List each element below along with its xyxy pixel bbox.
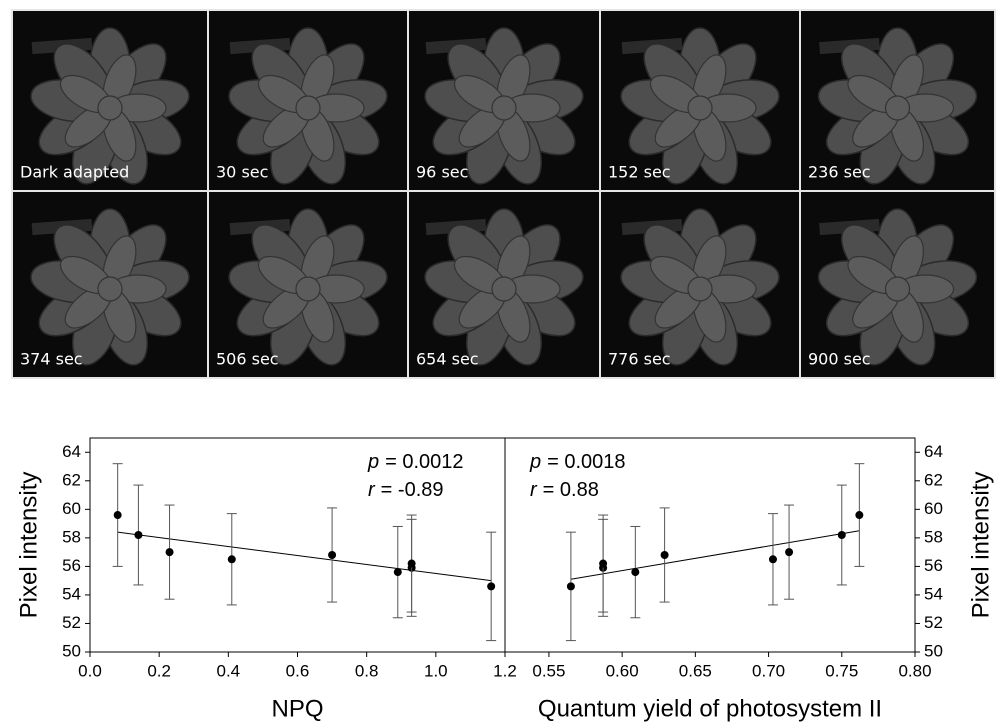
panel-label: 776 sec [608, 350, 671, 369]
panel-label: 374 sec [20, 350, 83, 369]
trend-line [117, 531, 492, 582]
x-axis-title: Quantum yield of photosystem II [538, 695, 882, 722]
annotation-text: = 0.0012 [385, 451, 463, 473]
trend-line [570, 530, 860, 580]
x-tick-label: 0.0 [78, 661, 102, 680]
y-tick-label: 50 [62, 641, 81, 660]
data-point [407, 559, 416, 568]
image-panel: Dark adapted [11, 9, 209, 192]
scatter-chart: 50 52 54 56 58 60 62 64 0.55 0.60 0.65 0.70 0.75 0.80… [504, 437, 994, 722]
data-point [165, 548, 174, 557]
annotation-symbol: r [368, 479, 376, 501]
panel-label: 654 sec [416, 350, 479, 369]
x-tick-label: 0.60 [606, 661, 639, 680]
x-tick-label: 0.2 [147, 661, 171, 680]
y-tick-label: 60 [62, 499, 81, 518]
y-tick-label: 50 [924, 641, 943, 660]
data-point [328, 550, 337, 559]
y-tick-label: 54 [924, 584, 943, 603]
y-tick-label: 62 [62, 470, 81, 489]
y-tick-label: 56 [924, 556, 943, 575]
image-panel: 654 sec [407, 190, 601, 379]
data-point [631, 568, 640, 577]
y-axis-title: Pixel intensity [967, 472, 994, 619]
image-panel: 506 sec [207, 190, 409, 379]
data-point [227, 555, 236, 564]
x-tick-label: 1.2 [493, 661, 517, 680]
image-grid: Dark adapted 30 sec 96 sec 152 sec 236 sec 37… [11, 9, 996, 379]
scatter-chart: 50 52 54 56 58 60 62 64 0.0 0.2 0.4 0.6 0.8 1.0 1.2 NPQ… [15, 437, 517, 722]
y-tick-label: 60 [924, 499, 943, 518]
y-tick-label: 56 [62, 556, 81, 575]
data-point [113, 511, 122, 520]
x-tick-label: 0.8 [355, 661, 379, 680]
panel-label: 506 sec [216, 350, 279, 369]
image-panel: 776 sec [599, 190, 801, 379]
x-tick-label: 0.4 [217, 661, 241, 680]
y-tick-label: 62 [924, 470, 943, 489]
y-tick-label: 54 [62, 584, 81, 603]
x-tick-label: 0.75 [825, 661, 858, 680]
plot-frame [504, 437, 916, 653]
charts: 50 52 54 56 58 60 62 64 0.0 0.2 0.4 0.6 0.8 1.0 1.2 NPQ… [15, 437, 994, 722]
panel-label: Dark adapted [20, 163, 129, 182]
panel-label: 152 sec [608, 163, 671, 182]
y-tick-label: 52 [62, 613, 81, 632]
annotation: p = 0.0012 [367, 451, 464, 473]
panel-label: 900 sec [808, 350, 871, 369]
image-panel: 374 sec [11, 190, 209, 379]
annotation: r = -0.89 [368, 479, 444, 501]
x-tick-label: 1.0 [424, 661, 448, 680]
y-axis-title: Pixel intensity [15, 472, 42, 619]
data-point [660, 550, 669, 559]
data-point [768, 555, 777, 564]
data-point [487, 582, 496, 591]
image-panel: 96 sec [407, 9, 601, 192]
x-tick-label: 0.55 [532, 661, 565, 680]
panel-label: 96 sec [416, 163, 468, 182]
y-tick-label: 58 [924, 527, 943, 546]
annotation-text: = -0.89 [381, 479, 444, 501]
annotation-symbol: p [529, 451, 541, 473]
image-panel: 236 sec [799, 9, 996, 192]
y-tick-label: 64 [924, 442, 943, 461]
x-axis-title: NPQ [271, 695, 323, 722]
image-panel: 30 sec [207, 9, 409, 192]
annotation-text: = 0.88 [543, 479, 599, 501]
x-tick-label: 0.6 [286, 661, 310, 680]
image-panel: 900 sec [799, 190, 996, 379]
image-panel: 152 sec [599, 9, 801, 192]
x-tick-label: 0.65 [679, 661, 712, 680]
annotation-text: = 0.0018 [547, 451, 625, 473]
annotation-symbol: p [367, 451, 379, 473]
data-point [566, 582, 575, 591]
y-tick-label: 52 [924, 613, 943, 632]
annotation: r = 0.88 [530, 479, 599, 501]
panel-label: 30 sec [216, 163, 268, 182]
annotation: p = 0.0018 [529, 451, 626, 473]
y-tick-label: 58 [62, 527, 81, 546]
data-point [855, 511, 864, 520]
x-tick-label: 0.70 [752, 661, 785, 680]
data-point [599, 559, 608, 568]
y-tick-label: 64 [62, 442, 81, 461]
data-point [134, 531, 143, 540]
annotation-symbol: r [530, 479, 538, 501]
data-point [837, 531, 846, 540]
data-point [393, 568, 402, 577]
data-point [785, 548, 794, 557]
panel-label: 236 sec [808, 163, 871, 182]
x-tick-label: 0.80 [898, 661, 931, 680]
